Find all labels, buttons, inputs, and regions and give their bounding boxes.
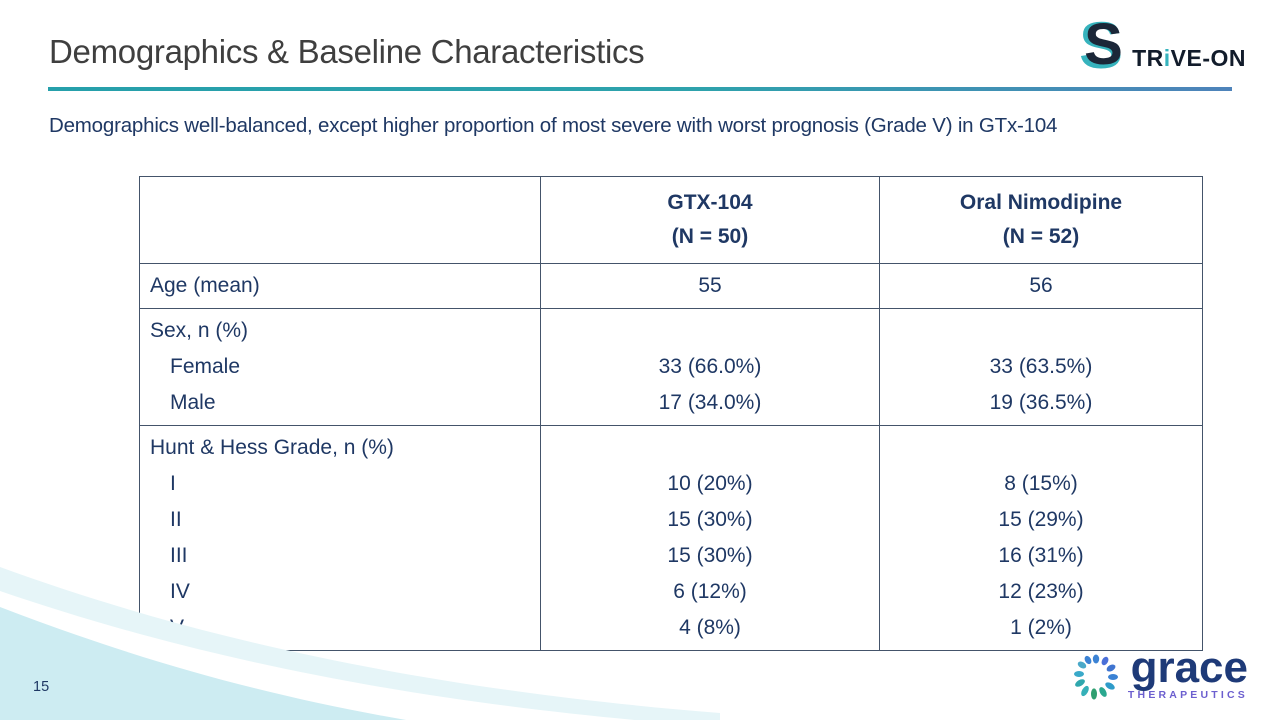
row-label-cell: Sex, n (%) Female Male <box>139 308 541 426</box>
cell-value: 8 (15%) <box>1004 472 1078 495</box>
cell-value: 17 (34.0%) <box>658 391 762 414</box>
cell-value: 12 (23%) <box>998 580 1084 603</box>
grace-wordmark: grace <box>1130 642 1248 692</box>
cell-value: 6 (12%) <box>673 580 747 603</box>
cell-value: 33 (63.5%) <box>989 355 1093 378</box>
gtx-value-cell: 33 (66.0%) 17 (34.0%) <box>540 308 880 426</box>
header-oral-name: Oral Nimodipine <box>959 191 1123 214</box>
oral-value-cell: 8 (15%) 15 (29%) 16 (31%) 12 (23%) 1 (2%) <box>879 425 1203 651</box>
cell-value: 55 <box>698 274 722 297</box>
page-title: Demographics & Baseline Characteristics <box>49 33 645 70</box>
row-text: Age (mean) <box>150 274 260 297</box>
strive-s-teal: S <box>1079 8 1124 83</box>
cell-value: 16 (31%) <box>998 544 1084 567</box>
cell-value: 33 (66.0%) <box>658 355 762 378</box>
grace-burst-icon <box>1073 654 1118 700</box>
row-text: II <box>170 508 182 531</box>
cell-value: 15 (30%) <box>667 508 753 531</box>
row-label-cell: Age (mean) <box>139 263 541 309</box>
strive-text-1: TR <box>1132 45 1164 71</box>
cell-value: 1 (2%) <box>1010 616 1072 639</box>
grace-therapeutics-logo: grace THERAPEUTICS <box>1070 642 1248 702</box>
wave-decoration <box>0 567 720 720</box>
strive-s-icon: S S <box>1079 13 1136 79</box>
cell-value: 15 (30%) <box>667 544 753 567</box>
header-empty-cell <box>139 176 541 264</box>
demographics-table-body: Age (mean) 55 56 Sex, n (%) Female Male 33 (6… <box>139 263 1203 651</box>
title-divider <box>48 87 1232 91</box>
header-gtx104-name: GTX-104 <box>667 191 753 214</box>
row-text: Hunt & Hess Grade, n (%) <box>150 436 394 459</box>
row-text: Sex, n (%) <box>150 319 249 342</box>
table-row: Sex, n (%) Female Male 33 (66.0%) 17 (34.0%… <box>139 308 1203 426</box>
row-text: IV <box>170 580 190 603</box>
row-text: I <box>170 472 176 495</box>
strive-s-navy: S <box>1084 12 1123 77</box>
strive-logo-text: TRiVE-ON <box>1132 45 1246 78</box>
cell-value <box>890 313 1192 349</box>
cell-value: 56 <box>1029 274 1053 297</box>
row-text: Male <box>170 391 216 414</box>
cell-value: 10 (20%) <box>667 472 753 495</box>
demographics-table: GTX-104 (N = 50) Oral Nimodipine (N = 52… <box>139 176 1203 651</box>
gtx-value-cell: 55 <box>540 263 880 309</box>
strive-on-logo: S S TRiVE-ON <box>1079 13 1246 79</box>
oral-value-cell: 33 (63.5%) 19 (36.5%) <box>879 308 1203 426</box>
header-oral-nimodipine: Oral Nimodipine (N = 52) <box>879 176 1203 264</box>
subtitle: Demographics well-balanced, except highe… <box>49 114 1058 137</box>
row-text: III <box>170 544 188 567</box>
table-header-row: GTX-104 (N = 50) Oral Nimodipine (N = 52… <box>139 176 1203 264</box>
cell-value: 4 (8%) <box>679 616 741 639</box>
header-gtx104-n: (N = 50) <box>671 225 749 248</box>
gtx-value-cell: 10 (20%) 15 (30%) 15 (30%) 6 (12%) 4 (8%) <box>540 425 880 651</box>
table-row: Hunt & Hess Grade, n (%)IIIIIIIVV 10 (20… <box>139 425 1203 651</box>
cell-value <box>551 430 869 466</box>
oral-value-cell: 56 <box>879 263 1203 309</box>
header-oral-n: (N = 52) <box>1002 225 1080 248</box>
page-number: 15 <box>33 679 50 695</box>
strive-text-3: VE-ON <box>1170 45 1246 71</box>
row-text: Female <box>170 355 241 378</box>
cell-value <box>551 313 869 349</box>
cell-value <box>890 430 1192 466</box>
strive-text-2: i <box>1163 45 1171 71</box>
grace-therapeutics-label: THERAPEUTICS <box>1127 689 1248 702</box>
cell-value: 15 (29%) <box>998 508 1084 531</box>
header-gtx104: GTX-104 (N = 50) <box>540 176 880 264</box>
cell-value: 19 (36.5%) <box>989 391 1093 414</box>
row-label-cell: Hunt & Hess Grade, n (%)IIIIIIIVV <box>139 425 541 651</box>
table-row: Age (mean) 55 56 <box>139 263 1203 309</box>
